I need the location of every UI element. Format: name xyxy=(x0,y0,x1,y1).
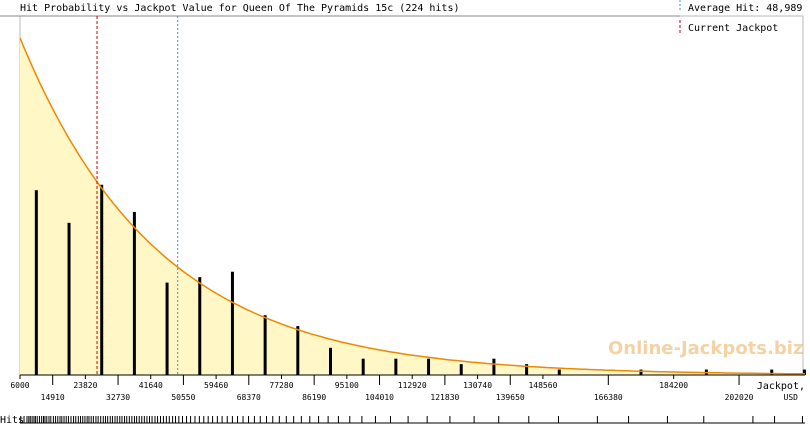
probability-area-fill xyxy=(20,38,805,375)
x-axis-row2-tick-label-9: 202020 xyxy=(725,393,754,402)
hits-rug-label: Hits xyxy=(0,415,24,425)
hits-rug xyxy=(20,416,805,424)
x-axis-ticks: 6000 23820 41640 59460 77280 95100 112920 13074… xyxy=(10,374,805,402)
x-axis-row2-tick-label-1: 32730 xyxy=(106,393,130,402)
bar-3 xyxy=(132,211,136,375)
area-fill xyxy=(20,38,805,375)
x-axis-row2-tick-label-2: 50550 xyxy=(171,393,195,402)
x-axis-unit: USD xyxy=(784,393,799,402)
x-axis-row1-tick-label-0: 6000 xyxy=(10,381,29,390)
fit-curve xyxy=(19,37,805,375)
bar-11 xyxy=(394,358,398,375)
bar-15 xyxy=(525,364,529,375)
x-axis-row1-tick-label-2: 41640 xyxy=(139,381,163,390)
bar-16 xyxy=(557,369,561,375)
x-axis-row1-tick-label-4: 77280 xyxy=(269,381,293,390)
bar-7 xyxy=(263,315,267,375)
probability-curve xyxy=(19,37,805,375)
legend-average-hit: Average Hit: 48,989 xyxy=(688,3,802,14)
bar-6 xyxy=(230,271,234,375)
bar-8 xyxy=(296,326,300,375)
x-axis-row1-tick-label-1: 23820 xyxy=(73,381,97,390)
x-axis-row1-tick-label-6: 112920 xyxy=(398,381,427,390)
x-axis-row2-tick-label-0: 14910 xyxy=(41,393,65,402)
bar-0 xyxy=(34,190,38,375)
x-axis-row2-tick-label-5: 104010 xyxy=(365,393,394,402)
bar-14 xyxy=(492,358,496,375)
reference-lines xyxy=(96,0,681,375)
bar-1 xyxy=(67,222,71,375)
x-axis-label: Jackpot, xyxy=(757,381,805,392)
x-axis-row2-tick-label-4: 86190 xyxy=(302,393,326,402)
bar-10 xyxy=(361,358,365,375)
x-axis-row1-tick-label-7: 130740 xyxy=(463,381,492,390)
bar-4 xyxy=(165,282,169,375)
x-axis-row2-tick-label-8: 166380 xyxy=(594,393,623,402)
watermark: Online-Jackpots.biz xyxy=(608,338,803,359)
chart-title: Hit Probability vs Jackpot Value for Que… xyxy=(20,3,460,14)
x-axis-row1-tick-label-8: 148560 xyxy=(528,381,557,390)
x-axis-row2-tick-label-6: 121830 xyxy=(430,393,459,402)
bar-13 xyxy=(459,364,463,375)
x-axis-row1-tick-label-5: 95100 xyxy=(335,381,359,390)
bar-9 xyxy=(328,347,332,375)
bar-5 xyxy=(198,277,202,375)
bar-12 xyxy=(427,358,431,375)
bar-2 xyxy=(100,184,104,375)
bar-20 xyxy=(802,369,806,375)
bar-19 xyxy=(770,369,774,375)
legend-current-jackpot: Current Jackpot xyxy=(688,23,778,34)
bar-17 xyxy=(639,369,643,375)
x-axis-row1-tick-label-9: 184200 xyxy=(659,381,688,390)
x-axis-row1-tick-label-3: 59460 xyxy=(204,381,228,390)
x-axis-row2-tick-label-3: 68370 xyxy=(237,393,261,402)
x-axis-row2-tick-label-7: 139650 xyxy=(496,393,525,402)
hit-bars xyxy=(34,184,806,375)
